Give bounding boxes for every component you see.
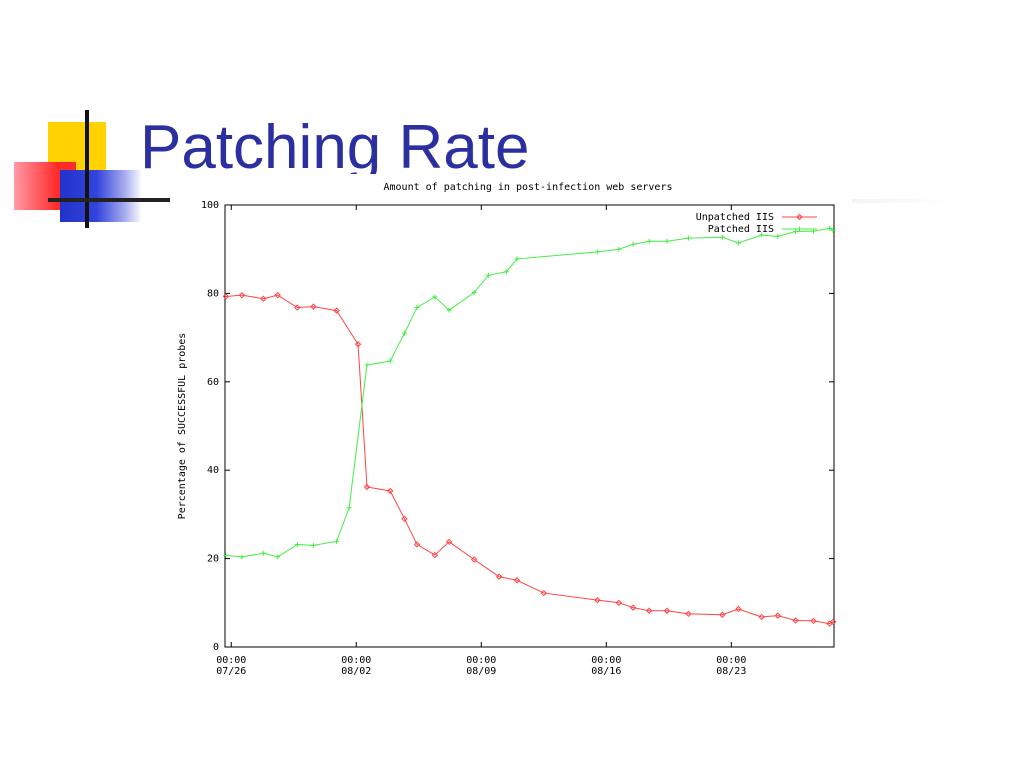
data-point	[413, 541, 421, 548]
data-point	[238, 291, 246, 299]
data-point	[810, 617, 817, 625]
series-line	[225, 294, 834, 625]
data-point	[829, 618, 837, 626]
slide-title: Patching Rate	[140, 113, 530, 174]
data-point	[630, 241, 636, 247]
data-point	[616, 246, 622, 252]
x-tick-label: 00:00	[216, 655, 246, 666]
data-point	[223, 553, 229, 559]
data-point	[503, 269, 509, 275]
data-point	[294, 541, 300, 547]
chart-title: Amount of patching in post-infection web…	[384, 182, 673, 193]
data-point	[274, 291, 281, 299]
legend-marker	[797, 226, 802, 232]
data-point	[685, 235, 691, 241]
y-tick-label: 40	[207, 465, 219, 476]
y-axis-label: Percentage of SUCCESSFUL probes	[177, 333, 188, 520]
data-point	[646, 238, 652, 244]
legend-label: Unpatched IIS	[696, 212, 774, 223]
data-point	[758, 613, 765, 621]
legend-marker	[796, 213, 803, 221]
data-point	[414, 305, 420, 311]
data-point	[735, 605, 742, 613]
data-point	[759, 232, 765, 238]
data-point	[401, 330, 407, 336]
x-tick-label: 08/02	[341, 666, 371, 677]
data-point	[719, 234, 725, 240]
x-tick-label: 08/16	[591, 666, 621, 677]
data-point	[346, 505, 352, 511]
data-point	[514, 256, 520, 262]
x-tick-label: 00:00	[341, 655, 371, 666]
x-tick-label: 08/09	[466, 666, 496, 677]
data-point	[775, 233, 781, 239]
data-point	[495, 573, 503, 580]
series	[222, 225, 837, 627]
data-point	[594, 596, 601, 604]
data-point	[774, 612, 781, 619]
data-point	[334, 538, 340, 544]
data-point	[792, 617, 799, 624]
x-tick-label: 00:00	[716, 655, 746, 666]
patching-rate-chart: Amount of patching in post-infection web…	[177, 182, 837, 677]
plot-frame	[224, 204, 835, 648]
data-point	[275, 554, 281, 560]
series-unpatched-iis	[222, 291, 837, 627]
data-point	[470, 556, 478, 563]
data-point	[594, 249, 600, 255]
x-tick-label: 00:00	[591, 655, 621, 666]
data-point	[471, 290, 477, 296]
data-point	[260, 295, 267, 302]
axes: 02040608010000:0007/2600:0008/0200:0008/…	[201, 200, 835, 677]
legend-label: Patched IIS	[708, 224, 774, 235]
data-point	[387, 358, 393, 364]
y-tick-label: 100	[201, 200, 219, 211]
data-point	[540, 589, 547, 597]
data-point	[432, 294, 438, 300]
data-point	[735, 240, 741, 246]
x-tick-label: 00:00	[466, 655, 496, 666]
logo-horizontal-line	[48, 198, 170, 202]
data-point	[364, 362, 370, 368]
data-point	[354, 341, 362, 348]
decorative-rule	[852, 199, 962, 203]
data-point	[793, 229, 799, 235]
series-patched-iis	[223, 225, 836, 560]
y-tick-label: 0	[213, 642, 219, 653]
data-point	[827, 225, 833, 231]
data-point	[294, 304, 301, 311]
data-point	[386, 487, 394, 495]
y-tick-label: 60	[207, 377, 219, 388]
data-point	[645, 607, 653, 614]
data-point	[664, 238, 670, 244]
data-point	[333, 307, 340, 314]
series-line	[225, 227, 834, 558]
data-point	[260, 550, 266, 556]
data-point	[222, 293, 230, 300]
data-point	[310, 542, 316, 548]
x-tick-label: 07/26	[216, 666, 246, 677]
data-point	[513, 577, 521, 584]
data-point	[663, 607, 671, 614]
data-point	[446, 307, 452, 313]
logo-blue-square	[60, 170, 142, 222]
data-point	[685, 610, 692, 618]
office-squares-logo	[0, 100, 180, 230]
x-tick-label: 08/23	[716, 666, 746, 677]
data-point	[615, 599, 623, 607]
data-point	[485, 272, 491, 278]
data-point	[629, 604, 637, 611]
data-point	[401, 515, 408, 523]
data-point	[719, 611, 726, 618]
data-point	[239, 554, 245, 560]
y-tick-label: 20	[207, 554, 219, 565]
data-point	[830, 227, 836, 233]
data-point	[310, 303, 317, 310]
data-point	[363, 483, 371, 491]
y-tick-label: 80	[207, 288, 219, 299]
data-point	[445, 538, 453, 546]
logo-vertical-line	[85, 110, 89, 228]
data-point	[431, 551, 439, 559]
